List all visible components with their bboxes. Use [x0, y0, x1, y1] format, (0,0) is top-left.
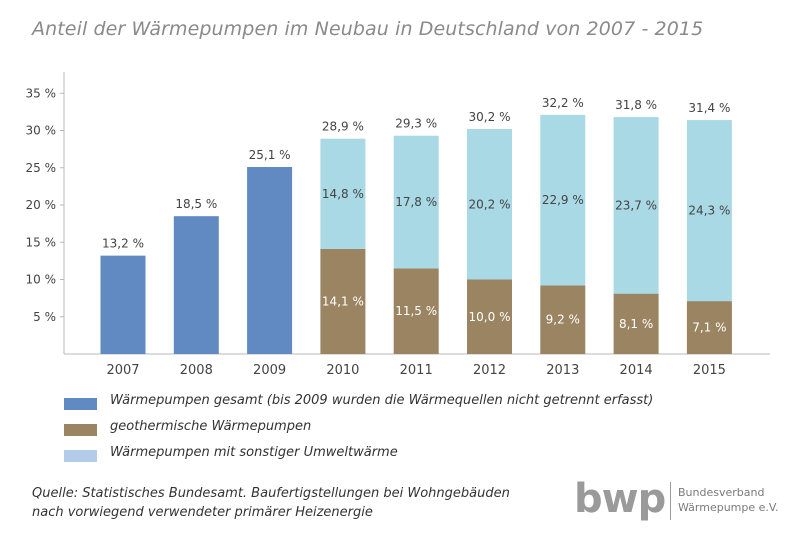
source-note: Quelle: Statistisches Bundesamt. Baufert… — [32, 484, 510, 522]
y-tick-label: 10 % — [26, 273, 57, 287]
bar-geothermisch — [467, 279, 512, 354]
x-tick-label: 2013 — [546, 363, 579, 378]
bar-total-label: 32,2 % — [542, 96, 584, 110]
x-tick-label: 2009 — [253, 363, 286, 378]
x-tick-label: 2008 — [180, 363, 213, 378]
logo-text-line-2: Wärmepumpe e.V. — [678, 501, 779, 514]
bar-gesamt — [100, 255, 146, 354]
bar-total-label: 31,4 % — [688, 101, 730, 115]
bar-geothermisch — [686, 301, 732, 354]
legend-swatch-sonstige — [64, 450, 97, 462]
logo-text-line-1: Bundesverband — [678, 486, 765, 499]
bar-total-label: 29,3 % — [395, 117, 437, 131]
bar-label-geothermisch: 8,1 % — [619, 317, 653, 331]
bar-label-sonstige: 20,2 % — [469, 197, 511, 211]
bar-label-geothermisch: 10,0 % — [469, 310, 511, 324]
x-tick-label: 2007 — [106, 363, 139, 378]
legend-label-geothermisch: geothermische Wärmepumpen — [110, 419, 312, 434]
bar-label-geothermisch: 9,2 % — [546, 313, 580, 327]
x-tick-label: 2011 — [400, 363, 433, 378]
bar-label-geothermisch: 7,1 % — [692, 321, 726, 335]
legend-label-gesamt: Wärmepumpen gesamt (bis 2009 wurden die … — [110, 393, 654, 408]
bar-label-sonstige: 17,8 % — [395, 195, 437, 209]
bar-label-sonstige: 22,9 % — [542, 193, 584, 207]
bar-geothermisch — [393, 268, 439, 354]
bar-sonstige — [686, 120, 732, 302]
bar-geothermisch — [613, 293, 659, 354]
bar-geothermisch — [320, 248, 366, 354]
y-tick-label: 25 % — [26, 161, 57, 175]
bar-total-label: 18,5 % — [175, 197, 217, 211]
bar-gesamt — [173, 216, 219, 354]
legend-swatch-geothermisch — [64, 424, 97, 436]
bwp-logo: bwp Bundesverband Wärmepumpe e.V. — [572, 476, 779, 522]
y-tick-label: 30 % — [26, 124, 57, 138]
bar-sonstige — [613, 117, 659, 294]
source-line-1: Quelle: Statistisches Bundesamt. Baufert… — [32, 486, 510, 501]
y-tick-label: 5 % — [33, 310, 56, 324]
legend-swatch-gesamt — [64, 398, 97, 410]
bar-total-label: 30,2 % — [469, 110, 511, 124]
bar-sonstige — [467, 129, 512, 280]
y-tick-label: 35 % — [26, 86, 57, 100]
source-line-2: nach vorwiegend verwendeter primärer Hei… — [32, 505, 373, 520]
bar-label-geothermisch: 14,1 % — [322, 294, 364, 308]
bar-geothermisch — [540, 285, 586, 354]
logo-divider — [670, 482, 671, 520]
bar-total-label: 13,2 % — [102, 237, 144, 251]
x-tick-label: 2010 — [326, 363, 359, 378]
x-tick-label: 2012 — [473, 363, 506, 378]
y-tick-label: 20 % — [26, 198, 57, 212]
bar-total-label: 28,9 % — [322, 120, 364, 134]
bar-label-sonstige: 24,3 % — [688, 204, 730, 218]
bar-gesamt — [247, 167, 293, 354]
chart-title: Anteil der Wärmepumpen im Neubau in Deut… — [32, 18, 704, 40]
y-tick-label: 15 % — [26, 235, 57, 249]
bar-total-label: 31,8 % — [615, 98, 657, 112]
x-tick-label: 2015 — [693, 363, 726, 378]
x-tick-label: 2014 — [620, 363, 653, 378]
bar-label-geothermisch: 11,5 % — [395, 304, 437, 318]
bar-sonstige — [320, 138, 366, 249]
legend-label-sonstige: Wärmepumpen mit sonstiger Umweltwärme — [110, 445, 398, 460]
bar-total-label: 25,1 % — [249, 148, 291, 162]
bar-sonstige — [540, 114, 586, 286]
logo-wordmark: bwp — [574, 476, 666, 522]
bar-label-sonstige: 23,7 % — [615, 198, 657, 212]
bar-label-sonstige: 14,8 % — [322, 187, 364, 201]
bar-sonstige — [393, 135, 439, 269]
